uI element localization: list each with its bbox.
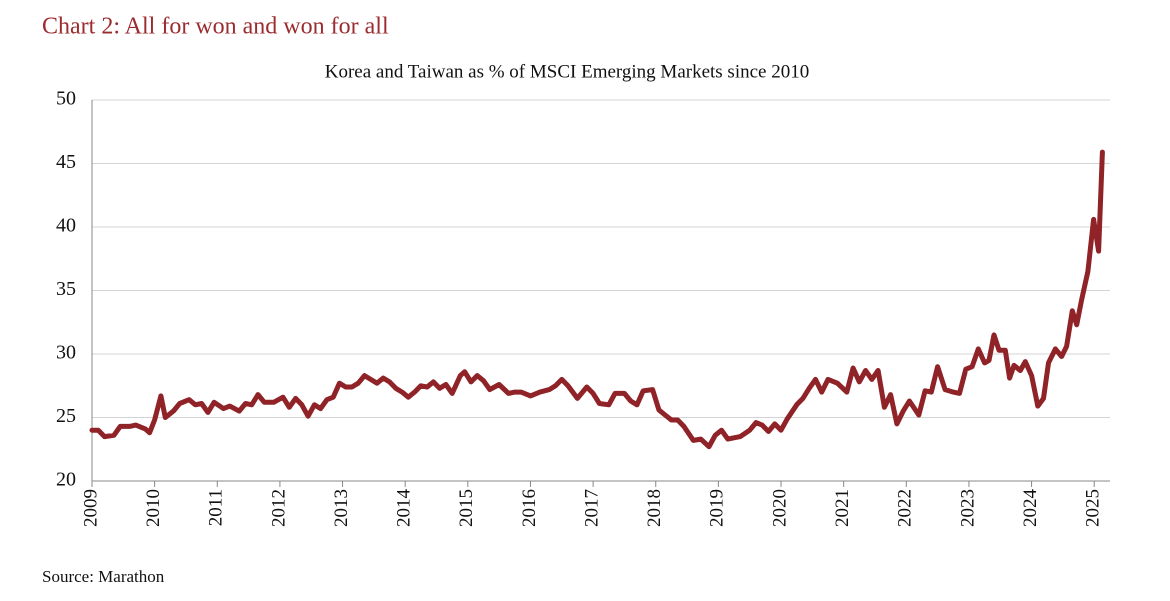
chart-subtitle: Korea and Taiwan as % of MSCI Emerging M… (325, 61, 809, 82)
x-tick-label: 2024 (1020, 489, 1041, 528)
x-tick-label: 2025 (1083, 489, 1104, 527)
x-tick-label: 2011 (206, 489, 227, 526)
x-tick-label: 2019 (707, 489, 728, 527)
x-tick-label: 2012 (268, 489, 289, 527)
x-tick-label: 2016 (519, 489, 540, 527)
x-tick-label: 2023 (957, 489, 978, 527)
y-tick-label: 30 (56, 342, 76, 364)
y-tick-label: 35 (56, 278, 76, 300)
x-tick-label: 2010 (143, 489, 164, 527)
x-tick-label: 2013 (331, 489, 352, 527)
y-tick-label: 45 (56, 151, 76, 173)
y-tick-label: 25 (56, 405, 76, 427)
x-tick-label: 2022 (895, 489, 916, 527)
y-tick-label: 40 (56, 215, 76, 237)
chart-title: Chart 2: All for won and won for all (42, 14, 389, 40)
x-tick-label: 2015 (456, 489, 477, 527)
y-tick-label: 20 (56, 469, 76, 491)
x-tick-label: 2018 (644, 489, 665, 527)
x-tick-label: 2021 (832, 489, 853, 527)
data-line (89, 149, 1105, 450)
x-tick-label: 2014 (394, 489, 415, 528)
y-tick-label: 50 (56, 88, 76, 110)
x-tick-label: 2017 (581, 489, 602, 527)
x-tick-label: 2009 (80, 489, 101, 527)
source-note: Source: Marathon (42, 567, 165, 586)
x-tick-label: 2020 (769, 489, 790, 527)
